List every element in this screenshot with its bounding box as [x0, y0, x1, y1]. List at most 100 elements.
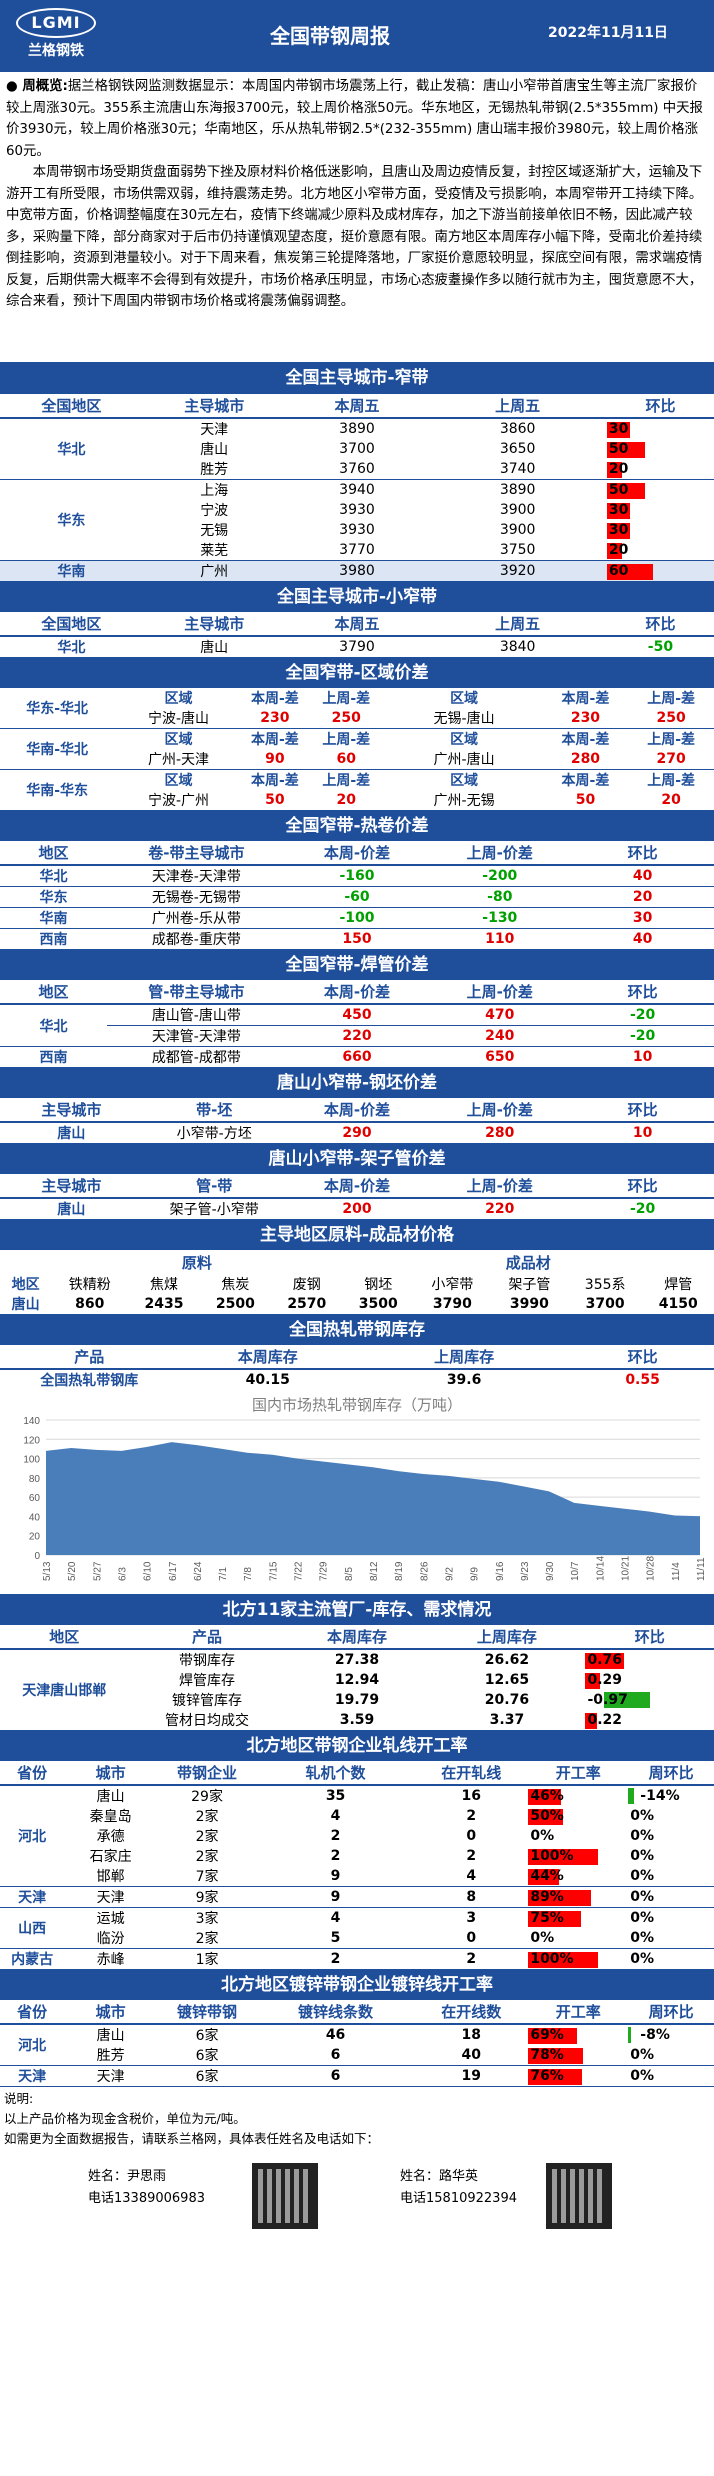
table-row: 唐山 3700 3650 50: [0, 439, 714, 459]
line-count: 9: [257, 1886, 415, 1908]
current-price: 3940: [339, 482, 375, 498]
column-header: 环比: [627, 1348, 658, 1366]
pair-cell: 成都卷-重庆带: [107, 928, 286, 950]
change-text: 89%: [530, 1889, 564, 1905]
current-price: 3700: [339, 441, 375, 457]
change-value: 40: [571, 928, 714, 950]
current-spread: 200: [285, 1198, 429, 1220]
product-cell: 管材日均成交: [128, 1710, 286, 1731]
table-row: 山西 运城 3家 4 3 75% 0%: [0, 1907, 714, 1949]
previous-price: 3860: [499, 421, 536, 437]
pair-cell: 广州-天津: [114, 749, 243, 770]
item-price: 4150: [642, 1294, 714, 1315]
city-cell: 邯郸: [64, 1866, 158, 1887]
enterprise-count: 6家: [157, 2065, 258, 2087]
contact-1-phone: 电话13389006983: [88, 2191, 205, 2206]
x-tick-label: 11/4: [671, 1562, 682, 1581]
y-tick-label: 40: [29, 1512, 41, 1523]
previous-price: 3740: [428, 459, 607, 480]
section-pipe-title: 全国窄带-焊管价差: [0, 950, 714, 980]
change-text: 0%: [630, 1930, 655, 1946]
x-tick-label: 8/12: [369, 1561, 380, 1581]
report-header: LGMI 兰格钢铁 全国带钢周报 2022年11月11日: [0, 0, 714, 72]
column-header: 区域: [164, 691, 193, 707]
change-value: 0.55: [625, 1372, 660, 1388]
current-inventory: 27.38: [334, 1652, 380, 1668]
city-cell: 唐山: [96, 1789, 125, 1805]
open-line-count: 40: [414, 2045, 529, 2066]
table-row: 华东 无锡卷-无锡带 -60 -80 20: [0, 886, 714, 908]
region-cell: 西南: [0, 928, 108, 950]
city-cell: 临汾: [64, 1928, 158, 1949]
item-price: 3500: [342, 1294, 414, 1315]
open-line-count: 2: [414, 1948, 529, 1970]
x-tick-label: 5/13: [42, 1561, 53, 1581]
change-bar: [585, 1673, 601, 1689]
pipe-spread-table: 地区 管-带主导城市 本周-价差 上周-价差 环比 华北 唐山管-唐山带 450 470 -20…: [0, 980, 714, 1068]
x-tick-label: 6/3: [117, 1567, 128, 1581]
line-count: 6: [257, 2065, 415, 2087]
item-price: 2500: [199, 1294, 272, 1315]
table-row: 承德 2家 2 0 0% 0%: [0, 1826, 714, 1846]
week-change-cell: -8%: [628, 2024, 714, 2045]
region-cell: 华北: [0, 418, 143, 480]
change-text: 30: [608, 502, 629, 518]
column-header: 上周-差: [322, 732, 371, 748]
table-row: 河北 唐山 29家 35 16 46% -14%: [0, 1785, 714, 1887]
city-cell: 莱芜: [142, 540, 286, 561]
section-billet-title: 唐山小窄带-钢坯价差: [0, 1068, 714, 1098]
region-cell: 西南: [0, 1046, 108, 1068]
column-header: 镀锌线条数: [298, 2003, 374, 2021]
previous-spread: 110: [428, 928, 572, 950]
rate-cell: 100%: [528, 1846, 628, 1866]
x-tick-label: 11/11: [696, 1557, 707, 1581]
change-bar: [528, 1952, 599, 1968]
current-inventory: 12.94: [334, 1672, 380, 1688]
x-tick-label: 9/23: [520, 1561, 531, 1581]
table-row: 宁波 3930 3900 30: [0, 500, 714, 520]
open-line-count: 0: [414, 1928, 529, 1949]
change-bar: [528, 1890, 591, 1906]
change-cell: 0.22: [585, 1710, 714, 1731]
column-header: 本周库存: [326, 1628, 387, 1646]
province-cell: 山西: [0, 1907, 65, 1949]
change-bar: [628, 1788, 634, 1804]
city-cell: 宁波: [200, 503, 229, 519]
column-header: 省份: [17, 2003, 48, 2021]
inventory-chart: 0 20 40 60 80 100 120 140 5/13 5/20 5/27 6/3 6/10 6/1…: [0, 1390, 714, 1595]
table-row: 河北 唐山 6家 46 18 69% -8%: [0, 2024, 714, 2066]
section-raw-title: 主导地区原料-成品材价格: [0, 1220, 714, 1250]
billet-spread-table: 主导城市 带-坯 本周-价差 上周-价差 环比 唐山 小窄带-方坯 290 280 10: [0, 1098, 714, 1144]
column-header: 上周五: [495, 397, 541, 415]
change-value: 40: [571, 865, 714, 887]
column-header: 地区: [49, 1628, 80, 1646]
x-tick-label: 9/30: [545, 1561, 556, 1581]
y-tick-label: 80: [29, 1474, 41, 1485]
table-row: 胜芳 3760 3740 20: [0, 459, 714, 480]
change-value: 10: [571, 1046, 714, 1068]
previous-spread: 280: [428, 1122, 572, 1144]
inventory-area: [46, 1442, 700, 1555]
pair-cell: 宁波-唐山: [114, 708, 243, 729]
x-tick-label: 6/10: [143, 1561, 154, 1581]
pair-cell: 天津管-天津带: [107, 1025, 286, 1047]
column-header: 本周-价差: [323, 1101, 391, 1119]
column-header: 上周-差: [322, 691, 371, 707]
section-narrow-title: 全国主导城市-窄带: [0, 362, 714, 394]
current-price: 3980: [285, 560, 429, 582]
current-spread: 660: [285, 1046, 429, 1068]
current-spread: 280: [542, 749, 629, 770]
change-text: 0.22: [587, 1712, 623, 1728]
week-change-cell: -14%: [628, 1785, 714, 1806]
product-cell: 带钢库存: [179, 1653, 236, 1669]
change-text: 69%: [530, 2027, 564, 2043]
previous-spread: 20: [307, 790, 386, 811]
footer-notes: 说明: 以上产品价格为现金含税价，单位为元/吨。 如需更为全面数据报告，请联系兰…: [0, 2087, 714, 2151]
previous-inventory: 39.6: [446, 1372, 482, 1388]
column-header: 上周-价差: [466, 983, 533, 1001]
change-bar: [606, 564, 654, 580]
city-cell: 唐山: [96, 2028, 125, 2044]
rate-cell: 0%: [528, 1928, 629, 1949]
week-change-cell: 0%: [628, 2045, 714, 2066]
change-text: 0%: [630, 1951, 655, 1967]
